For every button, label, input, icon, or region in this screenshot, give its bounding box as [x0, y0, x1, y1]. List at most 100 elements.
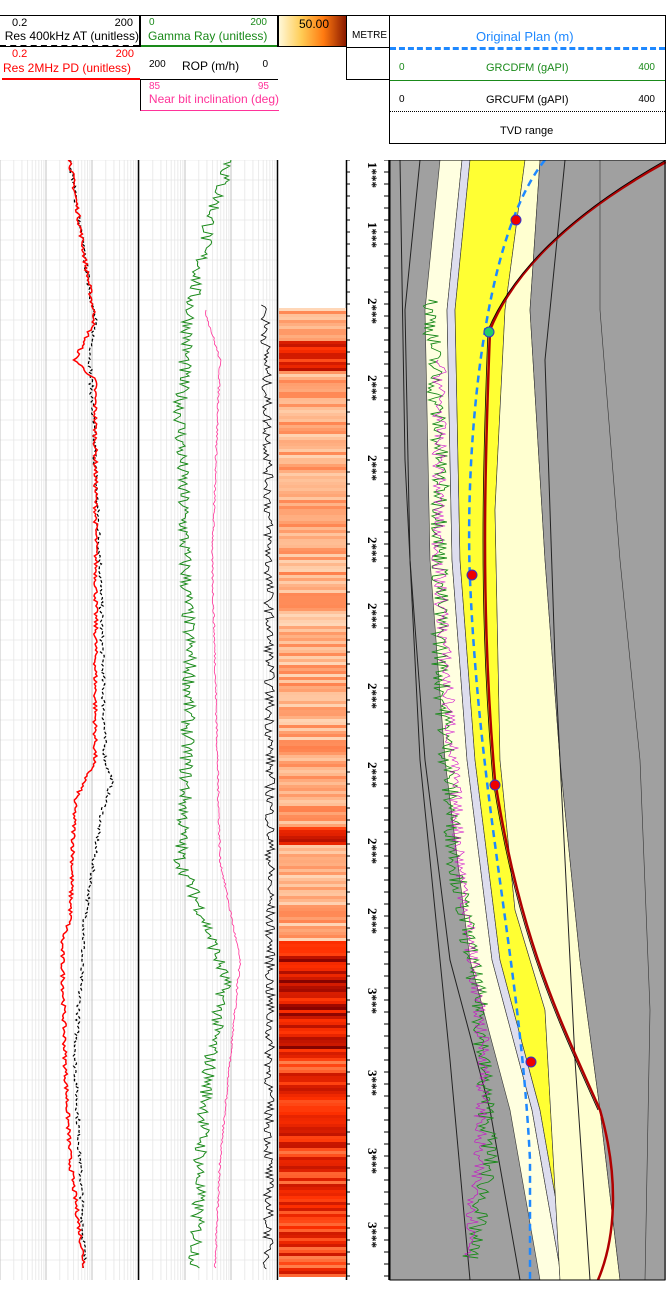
image-row	[279, 734, 346, 737]
survey-marker	[489, 779, 501, 791]
image-row	[279, 440, 346, 443]
image-row	[279, 485, 346, 488]
header-res-pd: 0.2 200 Res 2MHz PD (unitless)	[0, 47, 140, 80]
depth-label: 2***	[365, 537, 380, 563]
image-row	[279, 584, 346, 587]
image-row	[279, 947, 346, 950]
image-row	[279, 1157, 346, 1160]
image-row	[279, 899, 346, 902]
image-row	[279, 323, 346, 326]
image-row	[279, 821, 346, 824]
image-row	[279, 1013, 346, 1016]
image-row	[279, 431, 346, 434]
image-row	[279, 461, 346, 464]
layer-line	[544, 160, 591, 1281]
image-row	[279, 701, 346, 704]
grcufm-curve	[431, 359, 491, 1259]
image-row	[279, 515, 346, 518]
image-row	[279, 491, 346, 494]
image-row	[279, 1151, 346, 1154]
image-row	[279, 509, 346, 512]
image-row	[279, 911, 346, 914]
image-row	[279, 1046, 346, 1049]
image-row	[279, 626, 346, 629]
image-row	[279, 941, 346, 944]
image-row	[279, 329, 346, 332]
image-row	[279, 389, 346, 392]
gamma-max: 200	[250, 17, 267, 28]
image-row	[279, 587, 346, 590]
header-model: Original Plan (m) 0 GRCDFM (gAPI) 400 0 …	[389, 15, 666, 144]
image-row	[279, 1070, 346, 1073]
image-row	[279, 1229, 346, 1232]
incl-label: Near bit inclination (deg)	[148, 92, 279, 106]
image-row	[279, 797, 346, 800]
image-row	[279, 830, 346, 833]
image-row	[279, 857, 346, 860]
image-row	[279, 1199, 346, 1202]
image-row	[279, 374, 346, 377]
image-row	[279, 713, 346, 716]
image-row	[279, 437, 346, 440]
image-row	[279, 710, 346, 713]
image-row	[279, 1208, 346, 1211]
image-row	[279, 884, 346, 887]
image-row	[279, 809, 346, 812]
header-res-at: 0.2 200 Res 400kHz AT (unitless)	[0, 15, 140, 47]
image-row	[279, 770, 346, 773]
image-row	[279, 578, 346, 581]
image-row	[279, 950, 346, 953]
depth-label: 2***	[365, 838, 380, 864]
image-row	[279, 548, 346, 551]
image-row	[279, 980, 346, 983]
image-row	[279, 1256, 346, 1259]
image-row	[279, 842, 346, 845]
image-row	[279, 776, 346, 779]
image-row	[279, 1088, 346, 1091]
image-row	[279, 1052, 346, 1055]
image-row	[279, 1091, 346, 1094]
depth-label: 2***	[365, 603, 380, 629]
res-pd-min: 0.2	[12, 48, 28, 60]
image-row	[279, 938, 346, 941]
depth-label: 2***	[365, 908, 380, 934]
image-row	[279, 350, 346, 353]
image-row	[279, 887, 346, 890]
image-row	[279, 482, 346, 485]
image-row	[279, 668, 346, 671]
image-row	[279, 881, 346, 884]
image-row	[279, 635, 346, 638]
borehole-image	[279, 308, 346, 1277]
image-row	[279, 629, 346, 632]
image-row	[279, 893, 346, 896]
image-row	[279, 1007, 346, 1010]
image-row	[279, 1238, 346, 1241]
image-row	[279, 425, 346, 428]
image-row	[279, 860, 346, 863]
image-row	[279, 1115, 346, 1118]
image-row	[279, 1148, 346, 1151]
image-row	[279, 686, 346, 689]
image-row	[279, 467, 346, 470]
image-row	[279, 905, 346, 908]
image-row	[279, 743, 346, 746]
layer-line	[404, 160, 521, 1281]
image-row	[279, 1211, 346, 1214]
image-row	[279, 998, 346, 1001]
image-row	[279, 386, 346, 389]
res-pd-curve	[59, 160, 100, 1268]
image-row	[279, 1139, 346, 1142]
image-row	[279, 758, 346, 761]
image-row	[279, 416, 346, 419]
image-row	[279, 983, 346, 986]
image-row	[279, 530, 346, 533]
image-row	[279, 1106, 346, 1109]
image-row	[279, 404, 346, 407]
image-row	[279, 617, 346, 620]
image-row	[279, 470, 346, 473]
image-row	[279, 476, 346, 479]
image-row	[279, 704, 346, 707]
image-row	[279, 1142, 346, 1145]
header-incl: 85 95 Near bit inclination (deg)	[140, 80, 279, 111]
image-row	[279, 542, 346, 545]
